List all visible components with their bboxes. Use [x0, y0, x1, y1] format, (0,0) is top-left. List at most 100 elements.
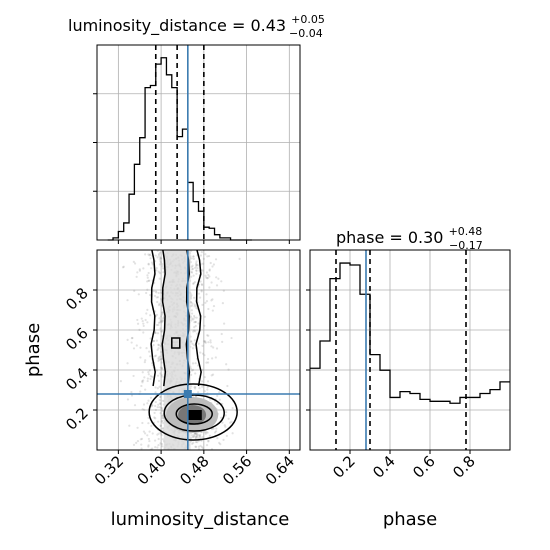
- scatter-point: [138, 269, 141, 272]
- scatter-point: [212, 304, 216, 308]
- scatter-point: [201, 352, 205, 355]
- scatter-point: [158, 385, 161, 388]
- scatter-point: [126, 398, 130, 401]
- scatter-point: [154, 446, 157, 449]
- scatter-point: [153, 416, 156, 419]
- scatter-point: [152, 344, 155, 347]
- scatter-point: [145, 291, 148, 295]
- density-layer: [119, 250, 241, 450]
- scatter-point: [207, 341, 210, 344]
- scatter-point: [126, 299, 129, 302]
- scatter-point: [193, 305, 196, 308]
- scatter-point: [157, 253, 161, 256]
- scatter-point: [211, 373, 215, 376]
- scatter-point: [160, 320, 163, 323]
- scatter-point: [158, 263, 161, 266]
- scatter-point: [203, 324, 206, 327]
- scatter-point: [202, 262, 205, 265]
- scatter-point: [204, 431, 207, 434]
- scatter-point: [155, 266, 158, 270]
- scatter-point: [159, 321, 162, 324]
- scatter-point: [154, 331, 157, 335]
- scatter-point: [162, 267, 165, 270]
- scatter-point: [156, 300, 159, 304]
- scatter-point: [160, 257, 163, 260]
- scatter-point: [193, 435, 196, 438]
- scatter-point: [192, 433, 195, 437]
- scatter-point: [161, 399, 165, 402]
- scatter-point: [190, 434, 194, 437]
- scatter-point: [146, 274, 149, 277]
- scatter-point: [198, 435, 201, 438]
- scatter-point: [226, 384, 229, 388]
- scatter-point: [203, 354, 206, 357]
- scatter-point: [193, 314, 196, 318]
- scatter-point: [141, 371, 144, 374]
- scatter-point: [155, 313, 159, 316]
- scatter-point: [141, 408, 144, 411]
- scatter-point: [160, 361, 163, 364]
- scatter-point: [161, 414, 164, 417]
- scatter-point: [201, 385, 204, 388]
- scatter-point: [160, 330, 163, 333]
- scatter-point: [200, 250, 203, 254]
- scatter-point: [209, 341, 212, 344]
- scatter-point: [159, 402, 162, 405]
- scatter-point: [156, 406, 159, 409]
- scatter-point: [140, 317, 143, 320]
- scatter-point: [161, 409, 164, 413]
- contour-bottom-middle: [163, 394, 225, 432]
- scatter-point: [215, 427, 218, 430]
- scatter-point: [142, 331, 145, 334]
- phase-histogram-panel: 0.2 0.4 0.6 0.8: [306, 249, 511, 482]
- scatter-point: [157, 379, 161, 382]
- scatter-point: [205, 271, 209, 274]
- scatter-point: [155, 323, 159, 327]
- scatter-point: [154, 417, 157, 420]
- scatter-point: [194, 440, 198, 444]
- scatter-point: [229, 421, 232, 424]
- scatter-point: [218, 441, 221, 444]
- scatter-point: [191, 342, 194, 345]
- scatter-point: [199, 254, 203, 257]
- scatter-point: [158, 399, 161, 402]
- scatter-point: [209, 398, 212, 401]
- scatter-point: [157, 356, 160, 359]
- scatter-point: [159, 372, 162, 375]
- scatter-point: [157, 343, 160, 347]
- scatter-point: [141, 320, 144, 323]
- truth-marker: [183, 390, 192, 398]
- scatter-point: [133, 262, 137, 265]
- scatter-point: [208, 269, 211, 272]
- scatter-point: [191, 317, 194, 320]
- scatter-point: [230, 336, 233, 340]
- scatter-point: [203, 376, 206, 379]
- scatter-point: [190, 309, 193, 312]
- y-tick-label: 0.4: [62, 364, 92, 394]
- scatter-point: [198, 386, 201, 390]
- contour-island: [171, 337, 181, 349]
- x-axis-title-luminosity-distance: luminosity_distance: [111, 509, 290, 530]
- scatter-point: [195, 263, 198, 267]
- scatter-point: [201, 368, 204, 371]
- scatter-point: [158, 358, 161, 361]
- scatter-point: [193, 296, 196, 299]
- x-tick-label: 0.64: [262, 452, 298, 488]
- scatter-point: [221, 302, 224, 305]
- scatter-point: [147, 373, 150, 376]
- scatter-point: [146, 321, 149, 324]
- scatter-point: [153, 294, 157, 298]
- scatter-point: [156, 433, 159, 436]
- scatter-point: [212, 427, 215, 430]
- scatter-point: [214, 356, 217, 359]
- scatter-point: [209, 339, 212, 342]
- scatter-point: [161, 311, 164, 314]
- scatter-point: [206, 255, 209, 258]
- scatter-point: [192, 330, 195, 333]
- scatter-point: [161, 427, 164, 430]
- scatter-point: [157, 432, 160, 435]
- scatter-point: [160, 375, 163, 378]
- scatter-point: [193, 326, 196, 329]
- scatter-point: [143, 360, 146, 364]
- scatter-point: [197, 445, 201, 448]
